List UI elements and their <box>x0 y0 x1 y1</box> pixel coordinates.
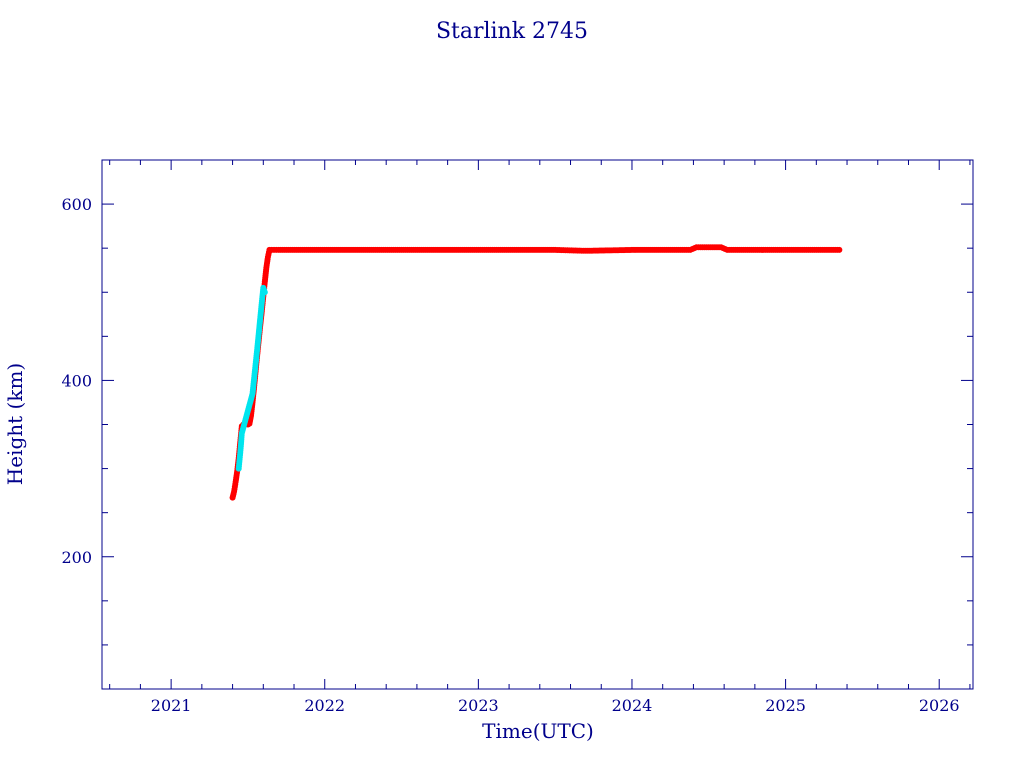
data-point <box>836 246 843 253</box>
x-tick-label: 2026 <box>919 696 960 715</box>
x-tick-label: 2022 <box>304 696 345 715</box>
plot-frame <box>101 159 974 690</box>
x-tick-label: 2025 <box>765 696 806 715</box>
y-tick-label: 400 <box>61 371 92 390</box>
data-points <box>229 244 843 501</box>
series-1 <box>229 244 843 501</box>
x-tick-label: 2024 <box>612 696 653 715</box>
y-axis-label: Height (km) <box>3 363 27 485</box>
data-point <box>261 289 268 296</box>
y-tick-label: 600 <box>61 195 92 214</box>
chart-title: Starlink 2745 <box>436 19 588 44</box>
series-2 <box>235 284 268 472</box>
y-tick-label: 200 <box>61 548 92 567</box>
x-tick-label: 2023 <box>458 696 499 715</box>
x-tick-label: 2021 <box>151 696 192 715</box>
axis-ticks <box>102 159 973 690</box>
tick-labels: 2021 2022 2023 2024 2025 2026 200 400 600 <box>61 195 959 715</box>
x-axis-label: Time(UTC) <box>482 719 594 743</box>
